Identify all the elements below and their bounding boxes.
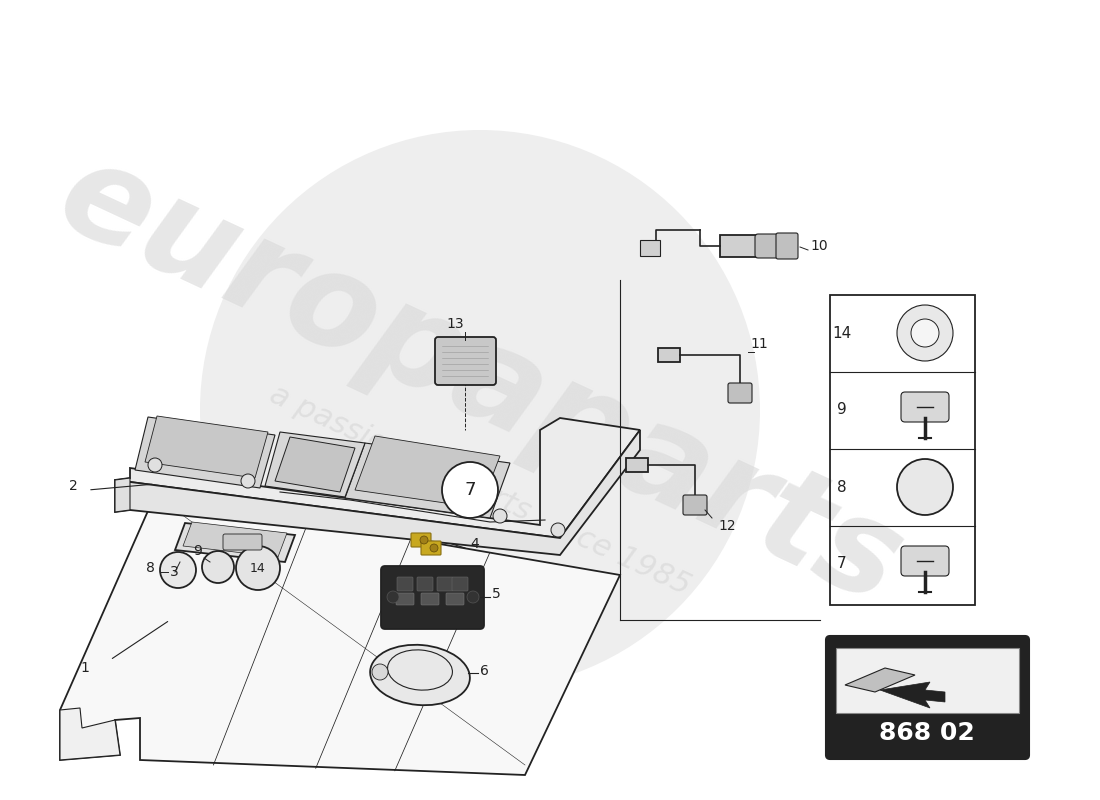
Circle shape <box>202 551 234 583</box>
Circle shape <box>420 536 428 544</box>
Polygon shape <box>355 436 500 508</box>
FancyBboxPatch shape <box>836 648 1019 713</box>
FancyBboxPatch shape <box>223 534 262 550</box>
Polygon shape <box>116 430 640 555</box>
Text: 12: 12 <box>718 519 736 533</box>
Text: 3: 3 <box>170 565 178 579</box>
Circle shape <box>387 591 399 603</box>
Polygon shape <box>175 523 295 562</box>
FancyBboxPatch shape <box>397 577 412 591</box>
Text: 1: 1 <box>80 661 89 675</box>
FancyBboxPatch shape <box>417 577 433 591</box>
Polygon shape <box>275 437 355 492</box>
FancyBboxPatch shape <box>396 593 414 605</box>
FancyBboxPatch shape <box>901 546 949 576</box>
Polygon shape <box>145 416 268 478</box>
Text: 13: 13 <box>447 317 464 331</box>
FancyBboxPatch shape <box>421 541 441 555</box>
FancyBboxPatch shape <box>720 235 758 257</box>
FancyBboxPatch shape <box>452 577 468 591</box>
Polygon shape <box>183 522 287 557</box>
Circle shape <box>468 591 478 603</box>
Circle shape <box>430 544 438 552</box>
Circle shape <box>896 459 953 515</box>
FancyBboxPatch shape <box>640 240 660 256</box>
FancyBboxPatch shape <box>776 233 798 259</box>
Text: 14: 14 <box>833 326 851 341</box>
Text: 4: 4 <box>470 537 478 551</box>
FancyBboxPatch shape <box>421 593 439 605</box>
Text: 7: 7 <box>464 481 475 499</box>
Polygon shape <box>60 708 120 760</box>
Polygon shape <box>135 417 275 488</box>
Polygon shape <box>845 668 915 692</box>
Ellipse shape <box>370 645 470 706</box>
Polygon shape <box>116 418 640 538</box>
FancyBboxPatch shape <box>683 495 707 515</box>
Text: 8: 8 <box>145 561 154 575</box>
Polygon shape <box>345 443 510 518</box>
Polygon shape <box>265 432 365 497</box>
FancyBboxPatch shape <box>381 566 484 629</box>
FancyBboxPatch shape <box>446 593 464 605</box>
Text: 14: 14 <box>250 562 266 574</box>
Circle shape <box>911 319 939 347</box>
Text: 7: 7 <box>837 557 847 571</box>
Circle shape <box>160 552 196 588</box>
Circle shape <box>896 305 953 361</box>
Text: 6: 6 <box>480 664 488 678</box>
Circle shape <box>442 462 498 518</box>
Circle shape <box>551 523 565 537</box>
FancyBboxPatch shape <box>437 577 453 591</box>
FancyBboxPatch shape <box>826 636 1028 759</box>
Circle shape <box>372 664 388 680</box>
Text: 868 02: 868 02 <box>879 721 975 745</box>
Text: 10: 10 <box>810 239 827 253</box>
Text: 11: 11 <box>750 337 768 351</box>
Circle shape <box>148 458 162 472</box>
Circle shape <box>493 509 507 523</box>
FancyBboxPatch shape <box>658 348 680 362</box>
Text: a passion for parts since 1985: a passion for parts since 1985 <box>265 379 695 601</box>
Polygon shape <box>116 478 130 512</box>
Text: 8: 8 <box>837 479 847 494</box>
Text: 5: 5 <box>492 587 500 601</box>
FancyBboxPatch shape <box>901 392 949 422</box>
FancyBboxPatch shape <box>755 234 779 258</box>
Text: europaparts: europaparts <box>40 130 921 630</box>
Polygon shape <box>880 682 945 708</box>
Text: 9: 9 <box>194 544 202 558</box>
FancyBboxPatch shape <box>434 337 496 385</box>
FancyBboxPatch shape <box>728 383 752 403</box>
Text: 9: 9 <box>837 402 847 418</box>
FancyBboxPatch shape <box>626 458 648 472</box>
FancyBboxPatch shape <box>411 533 431 547</box>
Circle shape <box>200 130 760 690</box>
Text: 2: 2 <box>69 479 78 493</box>
Polygon shape <box>60 495 620 775</box>
Circle shape <box>236 546 280 590</box>
Circle shape <box>241 474 255 488</box>
